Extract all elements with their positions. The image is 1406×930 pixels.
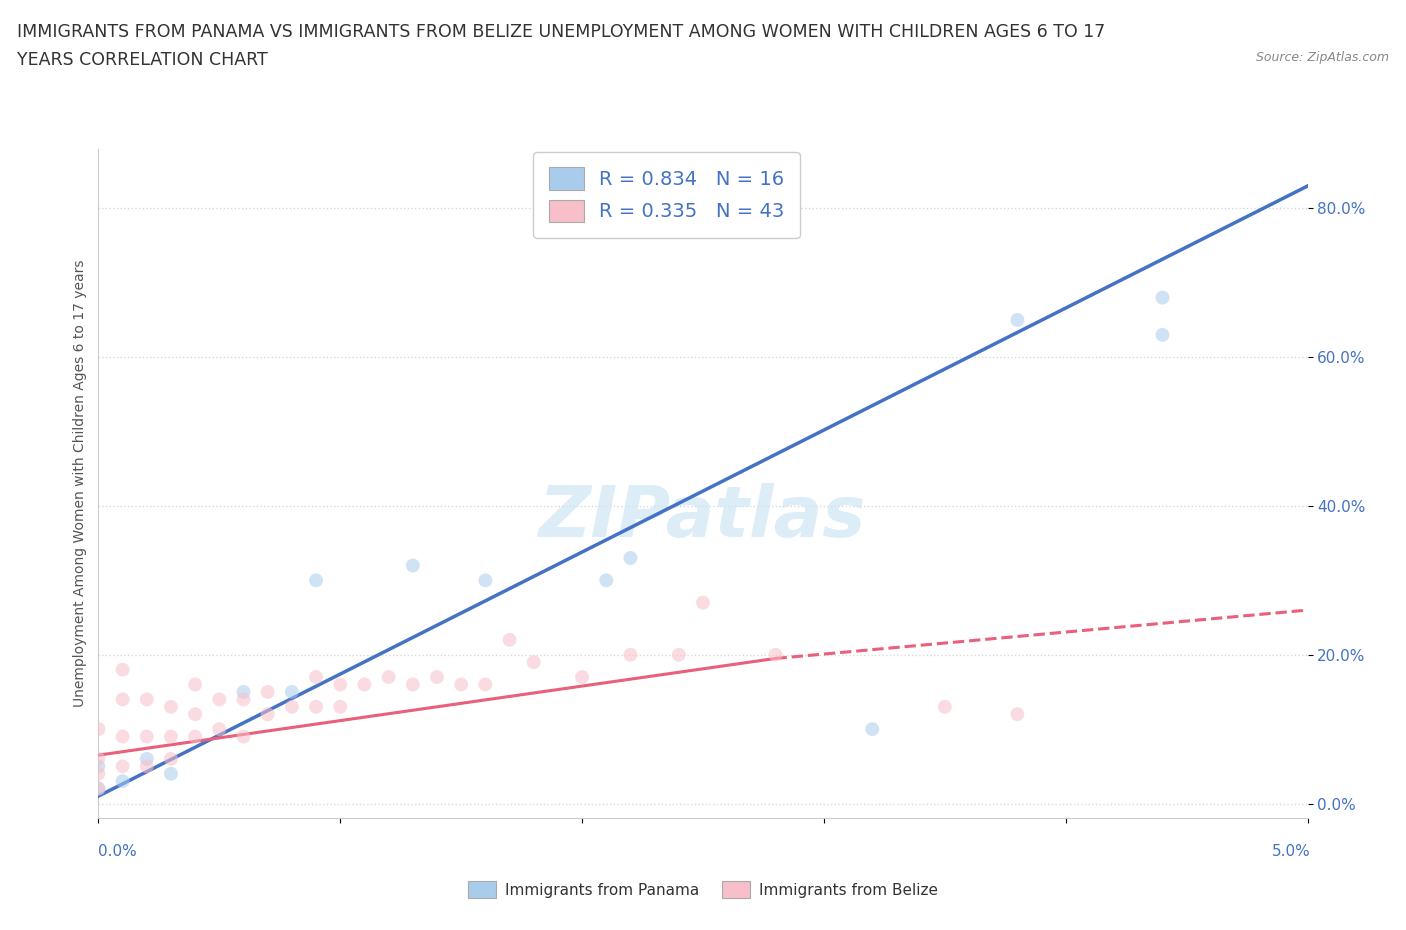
Point [934, 699, 956, 714]
Text: Source: ZipAtlas.com: Source: ZipAtlas.com [1256, 51, 1389, 64]
Point [377, 670, 399, 684]
Point [353, 677, 375, 692]
Point [87, 766, 110, 781]
Point [111, 729, 134, 744]
Text: 0.0%: 0.0% [98, 844, 138, 858]
Point [692, 595, 714, 610]
Point [329, 677, 352, 692]
Point [87, 722, 110, 737]
Point [160, 699, 183, 714]
Point [329, 699, 352, 714]
Point [256, 684, 278, 699]
Text: IMMIGRANTS FROM PANAMA VS IMMIGRANTS FROM BELIZE UNEMPLOYMENT AMONG WOMEN WITH C: IMMIGRANTS FROM PANAMA VS IMMIGRANTS FRO… [17, 23, 1105, 41]
Point [111, 662, 134, 677]
Point [1152, 290, 1174, 305]
Point [619, 551, 641, 565]
Point [208, 692, 231, 707]
Point [474, 677, 496, 692]
Point [668, 647, 690, 662]
Point [184, 707, 207, 722]
Point [281, 699, 304, 714]
Point [160, 729, 183, 744]
Point [111, 692, 134, 707]
Point [208, 722, 231, 737]
Legend: Immigrants from Panama, Immigrants from Belize: Immigrants from Panama, Immigrants from … [463, 874, 943, 905]
Point [135, 729, 157, 744]
Y-axis label: Unemployment Among Women with Children Ages 6 to 17 years: Unemployment Among Women with Children A… [73, 259, 87, 708]
Point [111, 774, 134, 789]
Point [1152, 327, 1174, 342]
Point [160, 766, 183, 781]
Point [595, 573, 617, 588]
Point [571, 670, 593, 684]
Point [426, 670, 449, 684]
Point [87, 759, 110, 774]
Point [765, 647, 787, 662]
Point [184, 729, 207, 744]
Text: ZIPatlas: ZIPatlas [540, 483, 866, 551]
Point [1007, 312, 1029, 327]
Point [184, 677, 207, 692]
Point [523, 655, 546, 670]
Point [498, 632, 520, 647]
Point [860, 722, 883, 737]
Point [232, 684, 254, 699]
Point [111, 759, 134, 774]
Point [305, 670, 328, 684]
Point [135, 692, 157, 707]
Point [1007, 707, 1029, 722]
Point [305, 699, 328, 714]
Point [619, 647, 641, 662]
Point [402, 677, 425, 692]
Text: 5.0%: 5.0% [1271, 844, 1310, 858]
Point [450, 677, 472, 692]
Point [402, 558, 425, 573]
Point [87, 781, 110, 796]
Text: YEARS CORRELATION CHART: YEARS CORRELATION CHART [17, 51, 267, 69]
Point [87, 751, 110, 766]
Point [281, 684, 304, 699]
Point [135, 751, 157, 766]
Point [160, 751, 183, 766]
Point [135, 759, 157, 774]
Point [87, 781, 110, 796]
Point [232, 729, 254, 744]
Point [305, 573, 328, 588]
Point [474, 573, 496, 588]
Point [256, 707, 278, 722]
Point [232, 692, 254, 707]
